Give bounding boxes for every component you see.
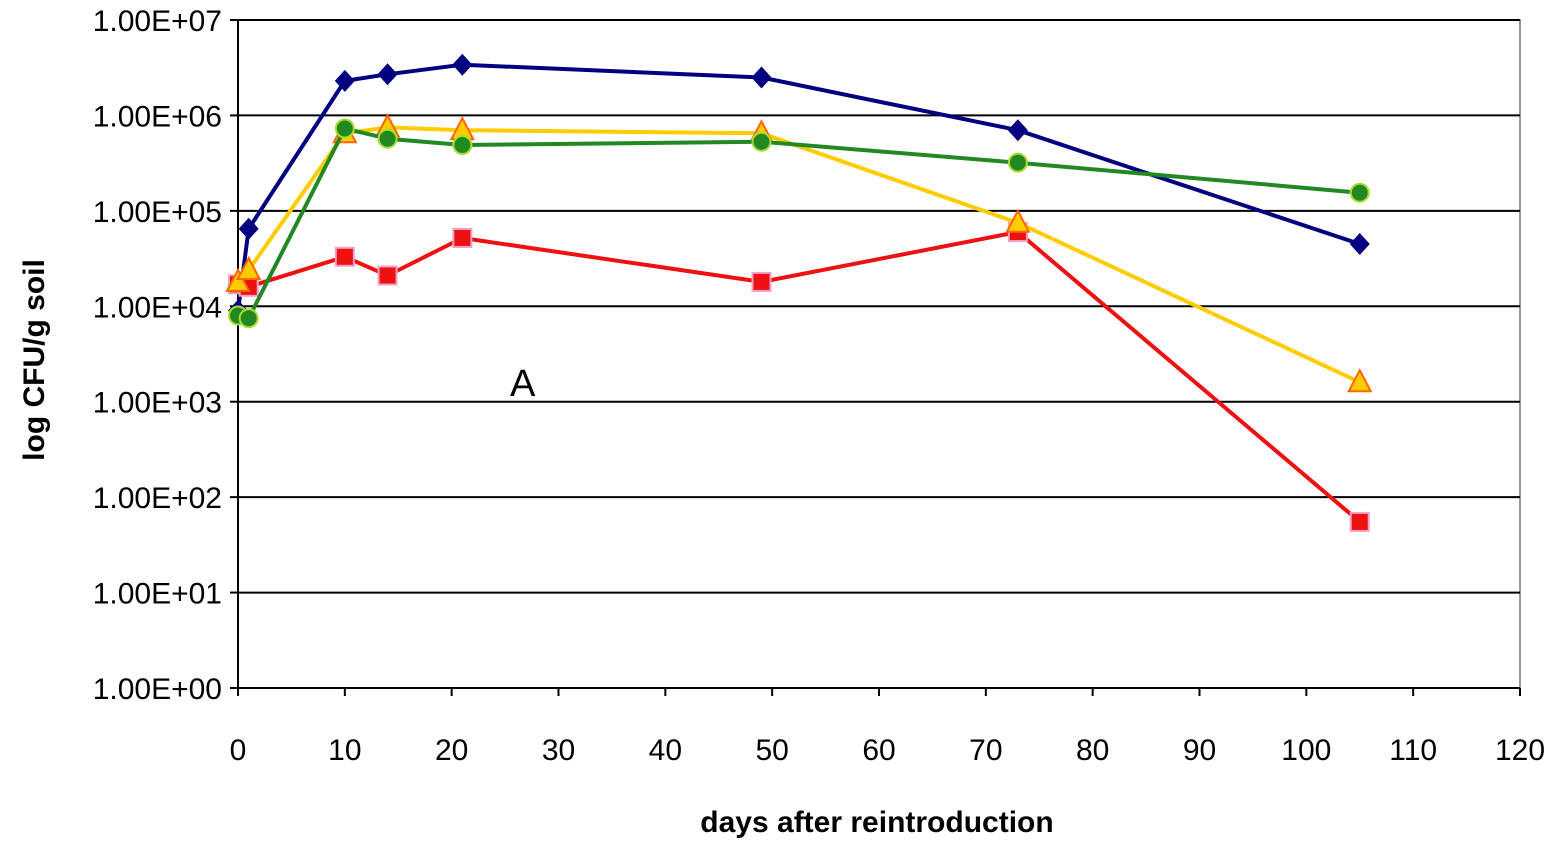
- series-4-point: [238, 308, 259, 329]
- y-tick-label: 1.00E+07: [93, 5, 222, 38]
- series-2-point: [751, 271, 772, 292]
- y-tick-label: 1.00E+05: [93, 196, 222, 229]
- x-tick-label: 70: [969, 734, 1002, 767]
- series-1-point: [334, 69, 355, 92]
- x-tick-label: 30: [542, 734, 575, 767]
- x-axis-title: days after reintroduction: [700, 806, 1053, 839]
- series-1-point: [452, 53, 473, 76]
- x-tick-label: 40: [649, 734, 682, 767]
- series-2-point: [1349, 511, 1370, 532]
- x-tick-label: 60: [862, 734, 895, 767]
- x-tick-labels: 0 10 20 30 40 50 60 70 80 90 100 110 120: [230, 734, 1545, 767]
- series-4-point: [1349, 182, 1370, 203]
- series-1: [228, 53, 1370, 322]
- chart-annotation: A: [510, 363, 536, 405]
- x-tick-label: 20: [435, 734, 468, 767]
- y-tick-label: 1.00E+02: [93, 482, 222, 515]
- y-axis-title: log CFU/g soil: [18, 259, 51, 461]
- series-4-point: [751, 131, 772, 152]
- series-layer: [225, 53, 1373, 532]
- x-tick-label: 120: [1495, 734, 1545, 767]
- series-4-point: [334, 118, 355, 139]
- series-1-point: [751, 66, 772, 89]
- series-2-line: [237, 230, 1362, 524]
- gridlines: [238, 19, 1520, 594]
- axes: [230, 19, 1521, 696]
- series-2-point: [334, 246, 355, 267]
- series-3-line: [236, 125, 1361, 385]
- plot-area: [237, 19, 1521, 689]
- series-2-point: [452, 227, 473, 248]
- series-1-line: [236, 62, 1361, 311]
- x-tick-label: 90: [1183, 734, 1216, 767]
- x-tick-label: 10: [328, 734, 361, 767]
- y-tick-labels: 1.00E+00 1.00E+01 1.00E+02 1.00E+03 1.00E+04…: [93, 5, 222, 706]
- series-2-point: [377, 265, 398, 286]
- series-3-point: [225, 267, 251, 292]
- series-1-point: [238, 217, 259, 240]
- series-4-point: [377, 128, 398, 149]
- x-tick-label: 100: [1281, 734, 1331, 767]
- series-4-line: [237, 126, 1360, 321]
- series-4-point: [1007, 152, 1028, 173]
- series-4: [228, 118, 1370, 329]
- x-tick-label: 0: [230, 734, 247, 767]
- y-tick-label: 1.00E+00: [93, 673, 222, 706]
- series-3-point: [1347, 368, 1373, 393]
- x-tick-label: 50: [755, 734, 788, 767]
- y-tick-label: 1.00E+06: [93, 100, 222, 133]
- series-1-point: [1349, 232, 1370, 255]
- series-3-point: [1005, 208, 1031, 233]
- y-tick-label: 1.00E+01: [93, 578, 222, 611]
- series-1-point: [1007, 119, 1028, 142]
- x-tick-label: 110: [1389, 734, 1437, 767]
- series-3-point: [236, 255, 262, 281]
- y-tick-label: 1.00E+04: [93, 291, 222, 324]
- y-tick-label: 1.00E+03: [93, 387, 222, 420]
- series-1-point: [377, 63, 398, 86]
- series-4-point: [452, 134, 473, 155]
- x-tick-label: 80: [1076, 734, 1109, 767]
